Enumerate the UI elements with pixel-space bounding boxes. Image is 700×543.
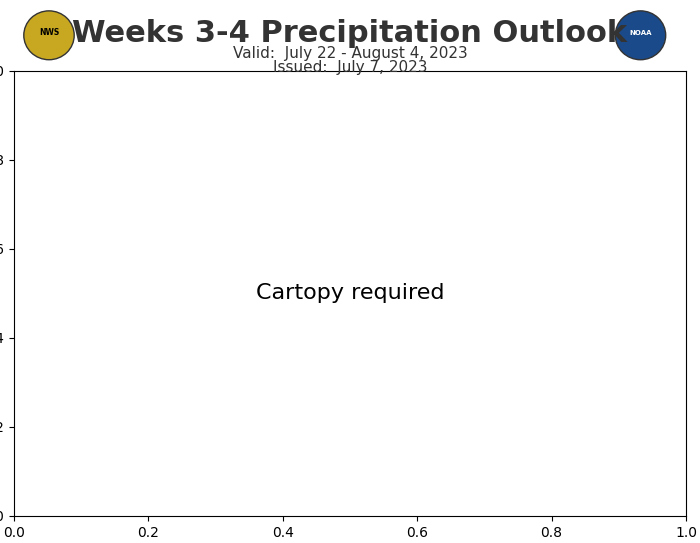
Text: Issued:  July 7, 2023: Issued: July 7, 2023 [273, 60, 427, 75]
Text: Weeks 3-4 Precipitation Outlook: Weeks 3-4 Precipitation Outlook [72, 19, 628, 48]
Text: Cartopy required: Cartopy required [256, 283, 444, 303]
Circle shape [615, 11, 666, 60]
Text: NOAA: NOAA [629, 29, 652, 36]
Circle shape [24, 11, 74, 60]
Text: NWS: NWS [39, 28, 59, 37]
Text: Valid:  July 22 - August 4, 2023: Valid: July 22 - August 4, 2023 [232, 46, 468, 61]
